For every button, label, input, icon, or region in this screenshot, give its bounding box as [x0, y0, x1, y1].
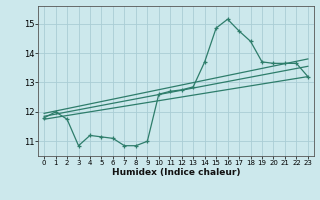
X-axis label: Humidex (Indice chaleur): Humidex (Indice chaleur) — [112, 168, 240, 177]
